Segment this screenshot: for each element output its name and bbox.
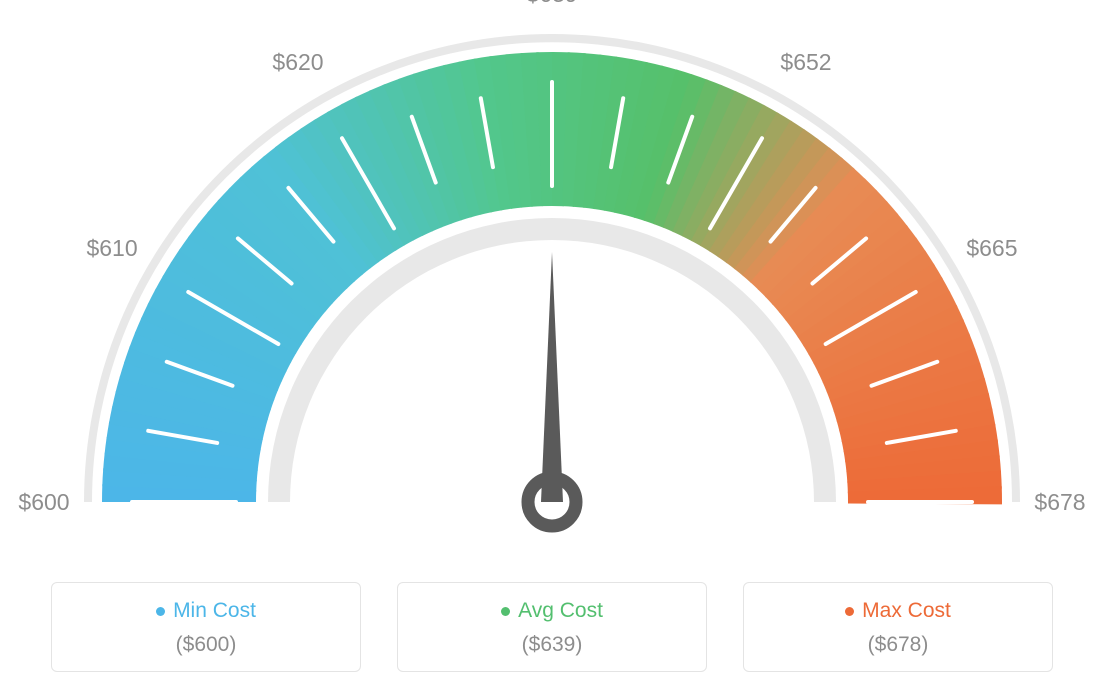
svg-text:$652: $652 (780, 49, 831, 75)
legend-label-min: Min Cost (173, 599, 256, 623)
svg-text:$610: $610 (86, 235, 137, 261)
svg-text:$620: $620 (272, 49, 323, 75)
legend-label-avg: Avg Cost (518, 599, 603, 623)
gauge-container: $600 $610 $620 $639 $652 $665 $678 (0, 0, 1104, 560)
legend-value-min: ($600) (62, 633, 350, 657)
svg-text:$600: $600 (18, 489, 69, 515)
legend-label-max: Max Cost (862, 599, 951, 623)
legend-dot-avg (501, 607, 510, 616)
svg-text:$639: $639 (526, 0, 577, 7)
legend-dot-min (156, 607, 165, 616)
svg-text:$665: $665 (966, 235, 1017, 261)
legend-title-max: Max Cost (845, 599, 951, 623)
legend-card-min: Min Cost ($600) (51, 582, 361, 672)
legend-title-avg: Avg Cost (501, 599, 603, 623)
legend-value-avg: ($639) (408, 633, 696, 657)
legend-value-max: ($678) (754, 633, 1042, 657)
legend-title-min: Min Cost (156, 599, 256, 623)
gauge-chart: $600 $610 $620 $639 $652 $665 $678 (0, 0, 1104, 560)
svg-text:$678: $678 (1034, 489, 1085, 515)
legend-card-max: Max Cost ($678) (743, 582, 1053, 672)
legend-row: Min Cost ($600) Avg Cost ($639) Max Cost… (0, 582, 1104, 672)
legend-dot-max (845, 607, 854, 616)
legend-card-avg: Avg Cost ($639) (397, 582, 707, 672)
